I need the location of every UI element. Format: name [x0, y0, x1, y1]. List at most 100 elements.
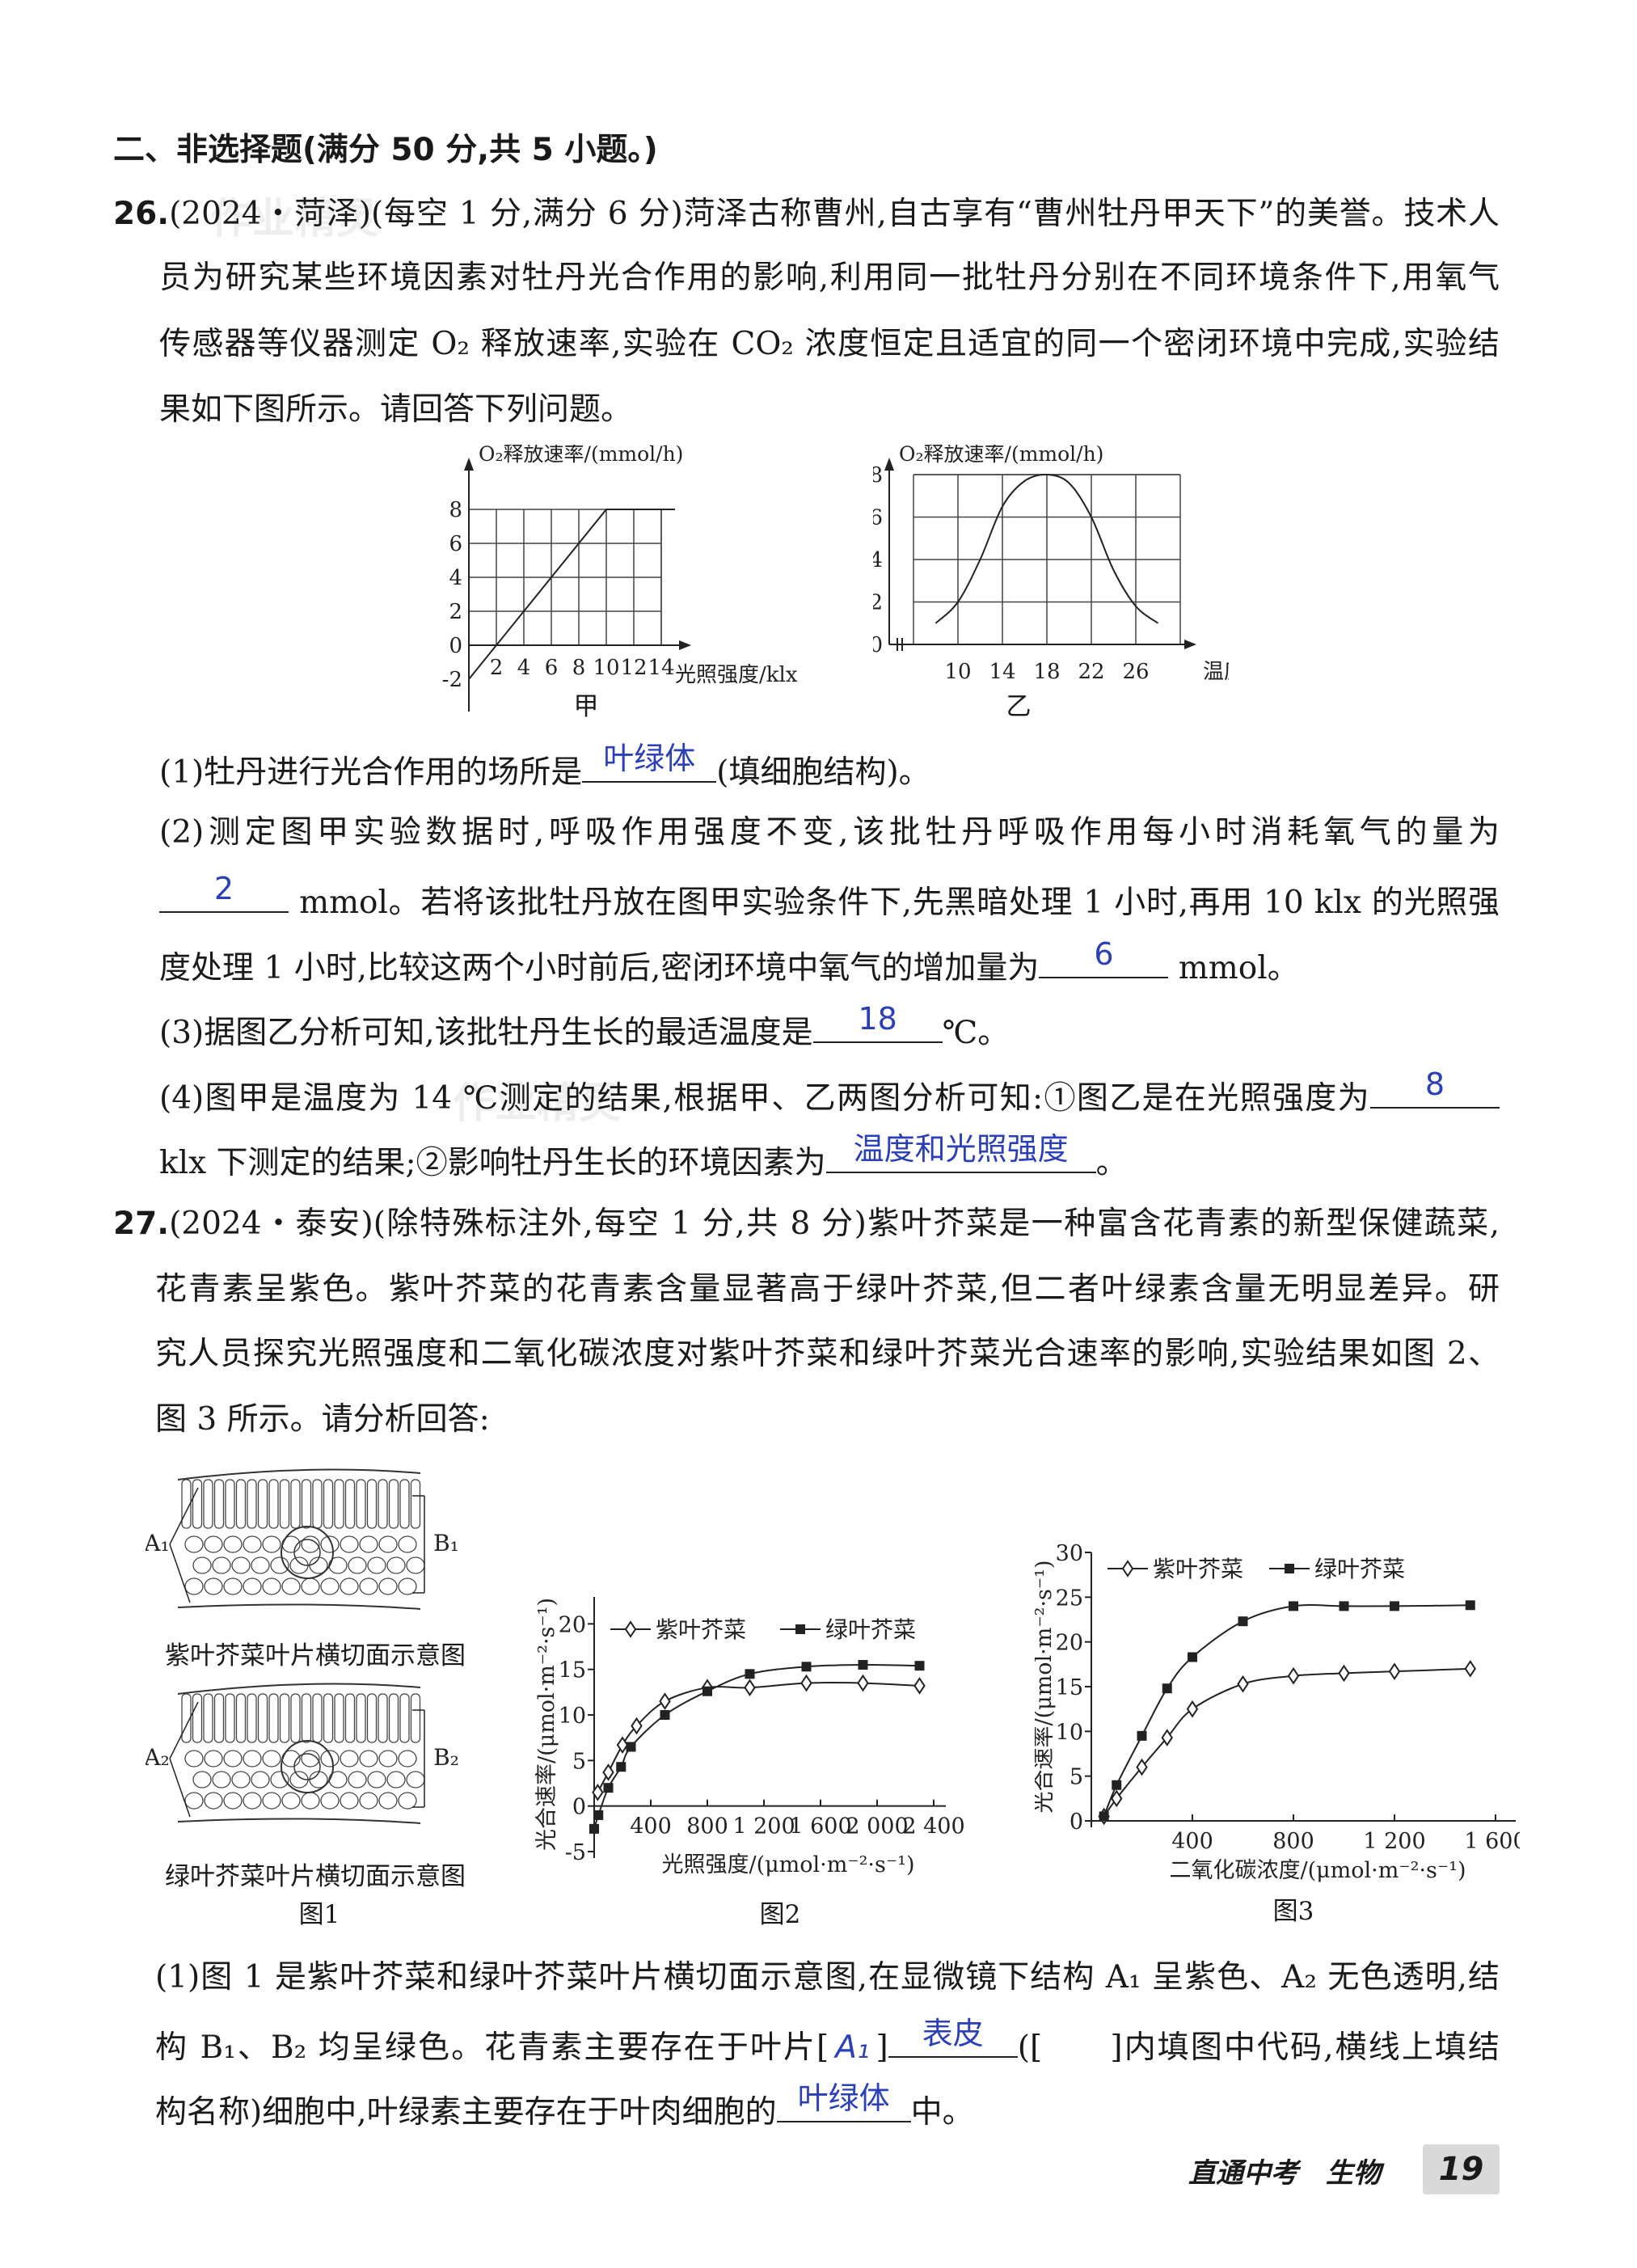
- diamond-marker: [1237, 1675, 1249, 1693]
- question-text: mmol。若将该批牡丹放在图甲实验条件下,先黑暗处理 1 小时,再用 10 kl…: [289, 885, 1500, 921]
- square-marker: [702, 1686, 712, 1696]
- x-tick-label: 2: [490, 656, 504, 680]
- square-marker: [914, 1661, 925, 1671]
- palisade-cell: [213, 1479, 225, 1529]
- diamond-marker: [1111, 1789, 1123, 1808]
- series-line: [593, 1664, 920, 1830]
- diamond-marker: [1338, 1664, 1350, 1683]
- x-tick-label: 4: [517, 656, 531, 680]
- diamond-marker: [1136, 1758, 1148, 1776]
- y-tick-label: 6: [449, 532, 462, 556]
- spongy-cell: [204, 1535, 223, 1553]
- palisade-cell: [290, 1479, 301, 1529]
- spongy-cell: [340, 1792, 359, 1810]
- spongy-cell: [231, 1556, 251, 1574]
- palisade-cell: [279, 1693, 290, 1743]
- spongy-cell: [184, 1535, 204, 1553]
- y-tick-label: 4: [449, 566, 462, 590]
- answer-blank[interactable]: 8: [1370, 1066, 1500, 1109]
- handwritten-answer: 叶绿体: [797, 2080, 890, 2116]
- question-text: 图 3 所示。请分析回答:: [155, 1401, 490, 1438]
- question-text: (1)牡丹进行光合作用的场所是: [159, 754, 583, 791]
- answer-blank[interactable]: 表皮: [888, 2016, 1018, 2058]
- answer-blank[interactable]: 叶绿体: [582, 741, 717, 783]
- legend-label: 紫叶芥菜: [656, 1616, 746, 1643]
- spongy-cell: [406, 1556, 425, 1574]
- footer-book-title: 直通中考 生物: [1188, 2157, 1381, 2190]
- palisade-cell: [203, 1693, 213, 1743]
- palisade-cell: [399, 1693, 410, 1743]
- x-tick-label: 400: [1171, 1829, 1213, 1854]
- question-text: (2024・菏泽)(每空 1 分,满分 6 分)菏泽古称曹州,自古享有“曹州牡丹…: [169, 196, 1500, 232]
- y-axis-arrow: [464, 458, 474, 471]
- answer-blank[interactable]: 6: [1039, 936, 1169, 978]
- spongy-cell: [281, 1792, 301, 1810]
- upper-epidermis: [177, 1468, 421, 1480]
- handwritten-answer: 温度和光照强度: [853, 1131, 1069, 1167]
- spongy-cell: [243, 1792, 262, 1810]
- answer-blank[interactable]: 叶绿体: [776, 2080, 911, 2122]
- series-line: [935, 473, 1159, 624]
- spongy-cell: [192, 1771, 212, 1789]
- spongy-cell: [340, 1750, 359, 1768]
- palisade-cell: [225, 1479, 235, 1529]
- diamond-marker: [631, 1717, 643, 1735]
- diamond-marker: [659, 1692, 671, 1710]
- legend-label: 紫叶芥菜: [1153, 1556, 1243, 1582]
- square-marker: [745, 1669, 755, 1679]
- spongy-cell: [378, 1577, 398, 1595]
- y-tick-label: -5: [565, 1840, 586, 1865]
- question-text: (3)据图乙分析可知,该批牡丹生长的最适温度是: [159, 1015, 813, 1051]
- square-marker: [626, 1742, 636, 1752]
- palisade-cell: [378, 1693, 388, 1743]
- question-text: klx 下测定的结果;②影响牡丹生长的环境因素为: [159, 1145, 826, 1181]
- square-marker: [1112, 1780, 1122, 1790]
- question-text: 员为研究某些环境因素对牡丹光合作用的影响,利用同一批牡丹分别在不同环境条件下,用…: [159, 260, 1500, 296]
- y-tick-label: 8: [449, 498, 462, 522]
- spongy-cell: [367, 1556, 386, 1574]
- question-line: 果如下图所示。请回答下列问题。: [159, 387, 632, 433]
- answer-blank[interactable]: 2: [159, 871, 289, 913]
- x-tick-label: 14: [989, 660, 1015, 684]
- palisade-cell: [268, 1479, 279, 1529]
- spongy-cell: [386, 1771, 406, 1789]
- y-axis-arrow: [884, 458, 894, 471]
- answer-blank[interactable]: 温度和光照强度: [825, 1131, 1096, 1173]
- square-marker: [1137, 1730, 1147, 1741]
- square-marker: [593, 1810, 604, 1820]
- question-line: (1)图 1 是紫叶芥菜和绿叶芥菜叶片横切面示意图,在显微镜下结构 A₁ 呈紫色…: [155, 1955, 1500, 2000]
- question-line: 究人员探究光照强度和二氧化碳浓度对紫叶芥菜和绿叶芥菜光合速率的影响,实验结果如图…: [155, 1332, 1500, 1377]
- answer-blank[interactable]: 18: [812, 1001, 943, 1043]
- x-tick-label: 800: [1272, 1829, 1314, 1854]
- y-tick-label: 5: [572, 1749, 586, 1774]
- palisade-cell: [388, 1479, 399, 1529]
- palisade-cell: [366, 1479, 378, 1529]
- spongy-cell: [281, 1577, 301, 1595]
- diamond-marker: [602, 1763, 614, 1781]
- diamond-marker: [624, 1620, 637, 1638]
- spongy-cell: [223, 1750, 243, 1768]
- spongy-cell: [262, 1535, 281, 1553]
- y-tick-label: 0: [449, 634, 462, 658]
- bracket-answer: A₁: [835, 2029, 870, 2066]
- spongy-cell: [359, 1792, 378, 1810]
- x-tick-label: 6: [545, 656, 559, 680]
- question-text: ]: [875, 2029, 888, 2066]
- spongy-cell: [378, 1750, 398, 1768]
- spongy-cell: [262, 1577, 281, 1595]
- palisade-cell: [181, 1693, 192, 1743]
- spongy-cell: [320, 1535, 340, 1553]
- y-tick-label: 30: [1056, 1541, 1083, 1566]
- x-tick-label: 18: [1033, 660, 1060, 684]
- x-tick-label: 1 600: [1464, 1829, 1520, 1854]
- palisade-cell: [225, 1693, 235, 1743]
- diamond-marker: [913, 1677, 926, 1695]
- question-line: (1)牡丹进行光合作用的场所是 叶绿体 (填细胞结构)。: [159, 741, 930, 796]
- spongy-cell: [192, 1556, 212, 1574]
- x-tick-label: 22: [1078, 660, 1104, 684]
- spongy-cell: [398, 1535, 417, 1553]
- question-text: 中。: [910, 2094, 974, 2131]
- y-tick-label: 10: [1056, 1720, 1083, 1745]
- spongy-cell: [243, 1750, 262, 1768]
